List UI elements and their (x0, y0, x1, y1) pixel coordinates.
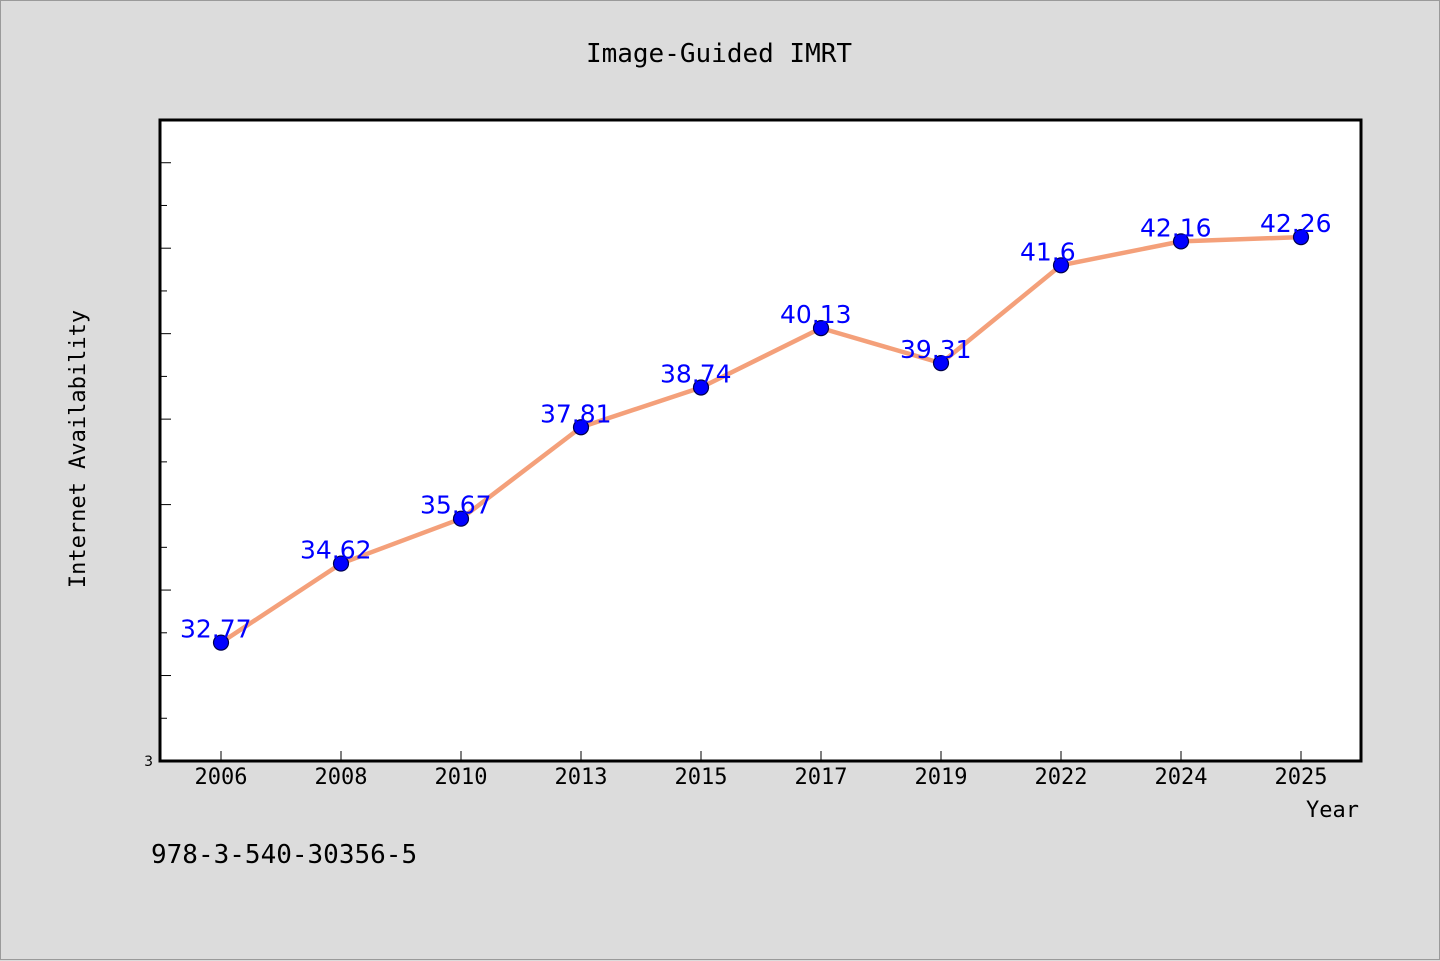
series-markers (212, 228, 1310, 651)
x-axis-label: Year (1306, 798, 1359, 823)
chart-title: Image-Guided IMRT (586, 39, 852, 69)
x-tick-label: 2025 (1275, 765, 1328, 790)
data-point (1172, 233, 1190, 250)
data-point (452, 510, 470, 527)
x-tick-label: 2010 (435, 765, 488, 790)
y-tick-label: 3 (144, 754, 153, 770)
x-axis-ticks: 2006 2008 2010 2013 2015 2017 2019 2022 2024 2025 (195, 751, 1328, 790)
data-label: 42.26 (1260, 209, 1332, 238)
data-point (692, 379, 710, 396)
data-label: 37.81 (540, 399, 612, 428)
y-axis-ticks (160, 162, 171, 719)
x-tick-label: 2017 (795, 765, 848, 790)
x-tick-label: 2013 (555, 765, 608, 790)
data-point (1292, 228, 1310, 246)
data-label: 42.16 (1140, 213, 1212, 242)
x-tick-label: 2019 (915, 765, 968, 790)
data-label: 34.62 (300, 536, 372, 565)
data-labels: 32.77 34.62 35.67 37.81 38.74 40.13 39.31 41.6 4… (180, 209, 1332, 644)
y-axis-label: Internet Availability (66, 310, 91, 588)
data-point (572, 419, 590, 436)
x-tick-label: 2024 (1155, 765, 1208, 790)
x-tick-label: 2015 (675, 765, 728, 790)
data-point (812, 320, 830, 337)
isbn-text: 978-3-540-30356-5 (151, 840, 417, 870)
series-line (218, 234, 1304, 645)
data-point (212, 634, 230, 651)
plot-area (158, 118, 1363, 763)
x-tick-label: 2008 (315, 765, 368, 790)
data-label: 38.74 (660, 360, 732, 389)
data-label: 35.67 (420, 491, 492, 520)
x-tick-label: 2022 (1035, 765, 1088, 790)
data-point (1052, 257, 1070, 274)
data-point (932, 355, 950, 372)
series-line-group (218, 234, 1304, 645)
x-tick-label: 2006 (195, 765, 248, 790)
data-label: 40.13 (780, 300, 852, 329)
data-label: 41.6 (1020, 237, 1076, 266)
data-point (332, 555, 350, 572)
data-label: 32.77 (180, 615, 252, 644)
data-label: 39.31 (900, 335, 972, 364)
